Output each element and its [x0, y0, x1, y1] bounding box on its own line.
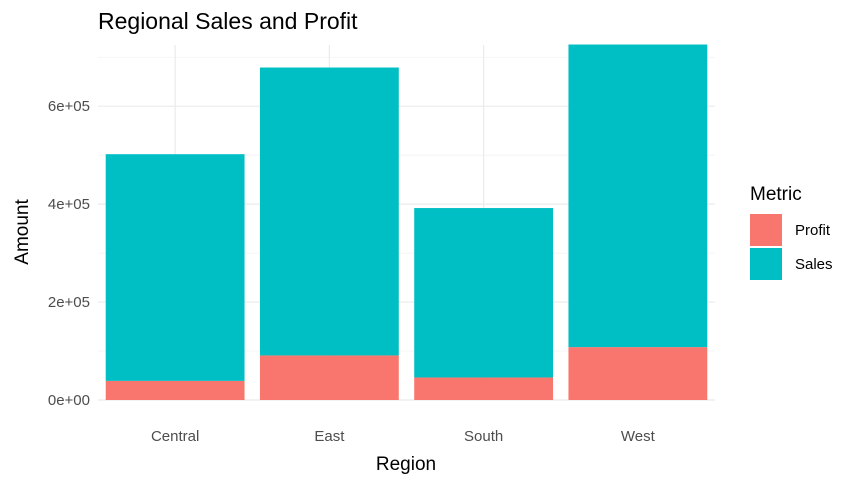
legend-items: Profit Sales: [750, 214, 833, 280]
chart-title: Regional Sales and Profit: [98, 8, 358, 34]
bar-sales-central: [105, 154, 245, 381]
x-axis-title: Region: [376, 454, 436, 475]
y-tick-label: 0e+00: [48, 392, 90, 409]
y-axis: 0e+00 2e+05 4e+05 6e+05: [48, 98, 90, 409]
x-tick-label: East: [314, 428, 345, 445]
bar-profit-central: [105, 380, 245, 400]
legend-label-sales: Sales: [795, 256, 833, 273]
legend-key-profit: [750, 214, 782, 246]
legend-key-sales: [750, 248, 782, 280]
bar-sales-east: [259, 67, 399, 356]
y-tick-label: 2e+05: [48, 294, 90, 311]
legend-title: Metric: [750, 184, 802, 205]
bar-profit-west: [568, 347, 708, 400]
x-tick-label: Central: [151, 428, 199, 445]
y-axis-title: Amount: [12, 199, 33, 265]
bar-profit-east: [259, 355, 399, 400]
bars: [105, 44, 708, 400]
bar-sales-south: [414, 208, 554, 378]
x-axis: Central East South West: [151, 428, 656, 445]
y-tick-label: 4e+05: [48, 196, 90, 213]
y-tick-label: 6e+05: [48, 98, 90, 115]
x-tick-label: West: [621, 428, 656, 445]
legend-label-profit: Profit: [795, 222, 831, 239]
x-tick-label: South: [464, 428, 503, 445]
bar-profit-south: [414, 377, 554, 400]
legend: Metric Profit Sales: [750, 184, 833, 280]
bar-sales-west: [568, 44, 708, 348]
